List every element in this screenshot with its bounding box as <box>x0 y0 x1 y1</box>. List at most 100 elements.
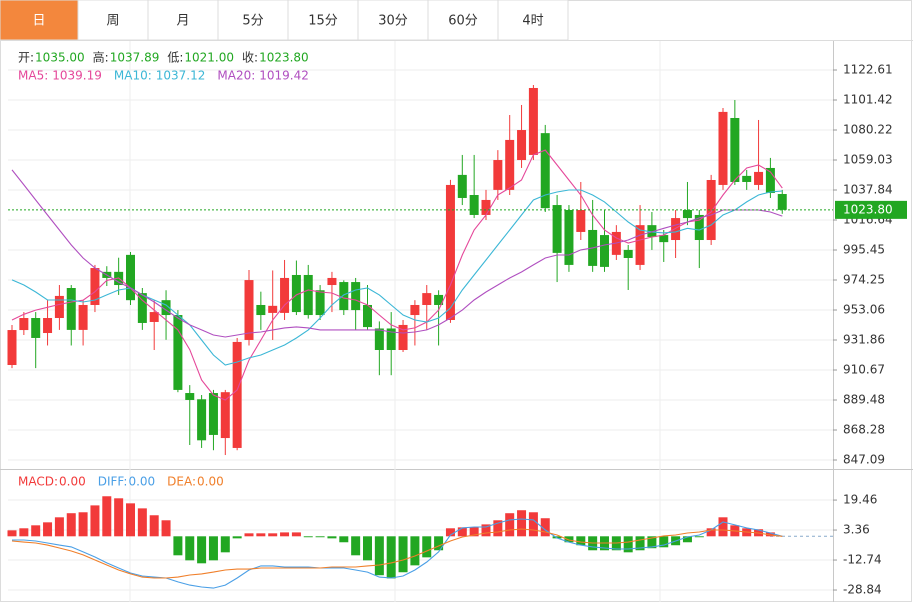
macd-bar <box>635 536 645 551</box>
macd-bar <box>31 525 41 537</box>
y2-tick-label: 19.46 <box>843 493 877 507</box>
legend-value: 1019.42 <box>259 69 309 83</box>
macd-bar <box>161 520 171 537</box>
tab[interactable] <box>287 0 359 41</box>
tab-label[interactable]: 日 <box>32 14 45 29</box>
macd-bar <box>445 528 455 537</box>
macd-bar <box>303 536 313 538</box>
tab[interactable] <box>147 0 219 41</box>
y-tick-label: 931.86 <box>843 333 885 347</box>
candle-body <box>185 393 195 400</box>
macd-bar <box>185 536 195 561</box>
ohlc-name: 开: <box>18 51 34 65</box>
y-tick-label: 1101.42 <box>843 92 893 106</box>
macd-bar <box>718 517 728 537</box>
macd-bar <box>208 536 218 561</box>
macd-bar <box>410 536 420 566</box>
candle-body <box>682 210 692 219</box>
macd-bar <box>78 512 88 537</box>
macd-bar <box>434 536 444 551</box>
macd-bar <box>505 513 515 537</box>
candle-body <box>126 254 135 301</box>
candle-body <box>363 304 372 328</box>
tab-label[interactable]: 4时 <box>522 14 543 29</box>
macd-bar <box>126 503 135 537</box>
tab[interactable] <box>0 0 79 41</box>
macd-legend-name: DIFF: <box>98 475 128 489</box>
candle-body <box>351 282 361 311</box>
candle-body <box>303 274 313 316</box>
candle-body <box>623 249 633 258</box>
candle-body <box>765 167 775 194</box>
candle-body <box>694 214 704 241</box>
last-price-label: 1023.80 <box>843 202 893 216</box>
macd-bar <box>659 536 669 548</box>
legend-name: MA20: <box>217 69 255 83</box>
candle-body <box>268 305 278 313</box>
macd-bar <box>173 536 183 556</box>
y-tick-label: 868.28 <box>843 423 885 437</box>
candle-body <box>777 194 787 210</box>
candle-body <box>659 235 669 243</box>
macd-bar <box>102 496 112 537</box>
ohlc-value: 1023.80 <box>259 51 309 65</box>
tab-label[interactable]: 30分 <box>378 14 408 29</box>
macd-bar <box>623 536 633 553</box>
macd-legend-name: DEA: <box>167 475 196 489</box>
tab[interactable] <box>497 0 569 41</box>
macd-bar <box>363 536 372 561</box>
tab-label[interactable]: 月 <box>176 14 189 29</box>
legend-value: 1039.19 <box>52 69 102 83</box>
candle-body <box>457 174 467 198</box>
macd-bar <box>517 510 527 537</box>
y-tick-label: 847.09 <box>843 453 885 467</box>
tab-label[interactable]: 5分 <box>242 14 263 29</box>
dea-line <box>11 528 783 579</box>
macd-bar <box>398 536 408 573</box>
candle-body <box>244 280 254 340</box>
macd-bar <box>197 536 207 564</box>
ohlc-name: 低: <box>167 51 183 65</box>
candle-body <box>398 324 408 351</box>
candle-body <box>374 328 384 351</box>
tab-label[interactable]: 60分 <box>448 14 478 29</box>
candle-body <box>635 225 645 265</box>
macd-bar <box>43 522 53 537</box>
tab-label[interactable]: 周 <box>106 14 119 29</box>
candle-body <box>469 195 479 215</box>
candle-body <box>19 318 29 331</box>
macd-bar <box>244 533 254 537</box>
candle-body <box>410 304 420 316</box>
y2-tick-label: -28.84 <box>843 583 882 597</box>
macd-bar <box>137 508 147 537</box>
legend-name: MA10: <box>114 69 152 83</box>
macd-bar <box>374 536 384 576</box>
y-tick-label: 995.45 <box>843 242 885 256</box>
candle-body <box>576 210 586 232</box>
candle-body <box>386 328 396 351</box>
macd-bar <box>66 513 76 537</box>
candle-body <box>730 117 740 182</box>
macd-bar <box>19 528 29 537</box>
candle-body <box>422 293 432 305</box>
ohlc-name: 高: <box>93 50 109 65</box>
tab-label[interactable]: 15分 <box>308 14 338 29</box>
candle-body <box>647 225 657 238</box>
macd-bar <box>564 536 574 543</box>
candle-body <box>149 312 159 322</box>
candle-body <box>78 304 88 330</box>
ohlc-name: 收: <box>242 51 258 65</box>
y-tick-label: 953.06 <box>843 302 885 316</box>
candle-body <box>552 205 562 253</box>
candle-body <box>31 318 41 338</box>
macd-bar <box>706 528 716 537</box>
legend-name: MA5: <box>18 69 48 83</box>
y-tick-label: 1059.03 <box>843 152 893 166</box>
macd-legend-value: 0.00 <box>128 475 155 489</box>
candle-body <box>434 294 444 305</box>
candle-body <box>528 87 538 155</box>
macd-bar <box>54 517 64 537</box>
